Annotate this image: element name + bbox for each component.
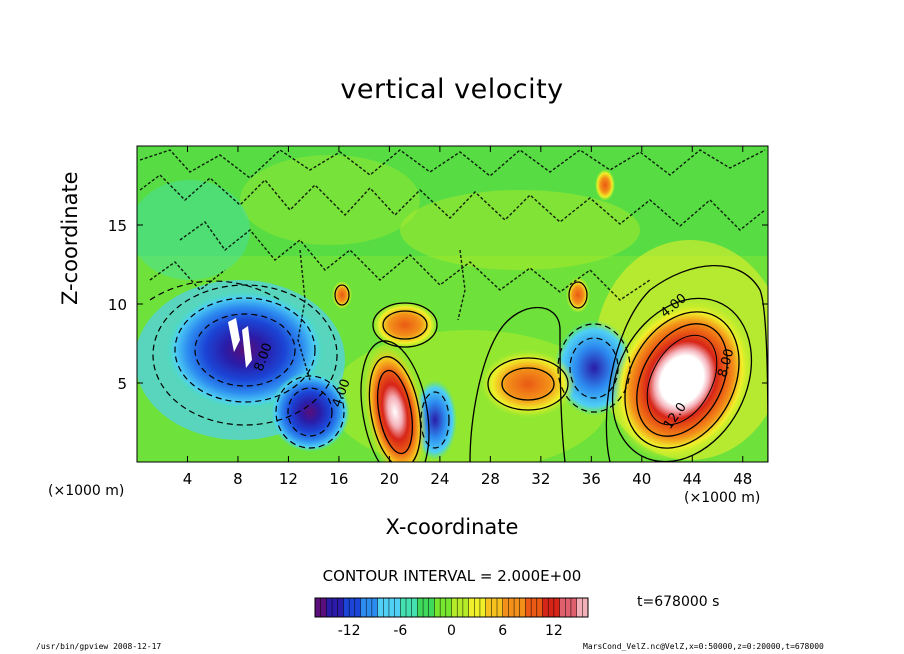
colorbar-swatch xyxy=(491,598,498,617)
colorbar-tick-label: 12 xyxy=(545,623,563,639)
y-axis-label: Z-coordinate xyxy=(58,171,82,305)
y-tick-label: 10 xyxy=(108,296,127,314)
colorbar-swatch xyxy=(497,598,504,617)
colorbar-swatch xyxy=(388,598,396,617)
colorbar: -12 -6 0 6 12 xyxy=(314,597,589,639)
colorbar-swatch xyxy=(366,598,373,617)
colorbar-swatch xyxy=(411,598,418,617)
colorbar-swatch xyxy=(485,598,492,617)
y-tick-label: 5 xyxy=(117,375,127,393)
x-tick-label: 44 xyxy=(683,470,702,488)
colorbar-swatch xyxy=(349,598,356,617)
colorbar-swatch xyxy=(360,598,367,617)
colorbar-swatch xyxy=(371,598,379,617)
colorbar-swatch xyxy=(462,598,470,617)
colorbar-swatch xyxy=(582,598,589,617)
x-tick-label: 12 xyxy=(279,470,298,488)
y-tick-label: 15 xyxy=(108,217,127,235)
contour-interval-label: CONTOUR INTERVAL = 2.000E+00 xyxy=(322,567,582,585)
colorbar-swatch xyxy=(536,598,543,617)
colorbar-swatch xyxy=(343,598,350,617)
colorbar-swatch xyxy=(468,598,475,617)
x-tick-label: 40 xyxy=(632,470,651,488)
colorbar-swatch xyxy=(354,598,361,617)
x-unit-label-right: (×1000 m) xyxy=(684,490,761,506)
colorbar-swatch xyxy=(474,598,481,617)
colorbar-swatch xyxy=(548,598,555,617)
colorbar-swatch xyxy=(553,598,561,617)
colorbar-swatch xyxy=(542,598,549,617)
time-label: t=678000 s xyxy=(637,594,720,610)
x-axis-label: X-coordinate xyxy=(385,515,519,539)
colorbar-swatch xyxy=(565,598,572,617)
colorbar-frame xyxy=(314,597,589,618)
colorbar-swatch xyxy=(428,598,435,617)
colorbar-tick-label: 6 xyxy=(498,623,507,639)
colorbar-swatch xyxy=(394,598,401,617)
chart-title: vertical velocity xyxy=(340,74,564,105)
contour-label: 8.00 xyxy=(715,347,737,379)
colorbar-swatch xyxy=(514,598,521,617)
x-tick-label: 4 xyxy=(183,470,193,488)
colorbar-swatch xyxy=(502,598,509,617)
colorbar-swatch xyxy=(576,598,583,617)
colorbar-swatch xyxy=(525,598,532,617)
colorbar-swatch xyxy=(570,598,578,617)
colorbar-swatch xyxy=(559,598,566,617)
colorbar-swatch xyxy=(377,598,384,617)
colorbar-swatch xyxy=(479,598,487,617)
colorbar-tick-label: 0 xyxy=(447,623,456,639)
colorbar-swatch xyxy=(417,598,424,617)
x-tick-label: 20 xyxy=(380,470,399,488)
colorbar-swatch xyxy=(337,598,344,617)
colorbar-tick-label: -6 xyxy=(393,623,407,639)
colorbar-swatch xyxy=(440,598,447,617)
x-tick-label: 24 xyxy=(430,470,449,488)
colorbar-swatch xyxy=(434,598,441,617)
colorbar-swatch xyxy=(320,598,327,617)
x-tick-label: 36 xyxy=(582,470,601,488)
colorbar-swatch xyxy=(457,598,464,617)
x-tick-label: 48 xyxy=(733,470,752,488)
x-tick-label: 8 xyxy=(233,470,243,488)
colorbar-swatch xyxy=(315,598,322,617)
colorbar-swatch xyxy=(508,598,515,617)
footer-left: /usr/bin/gpview 2008-12-17 xyxy=(36,642,162,651)
x-tick-label: 16 xyxy=(329,470,348,488)
colorbar-swatch xyxy=(332,598,339,617)
colorbar-swatch xyxy=(531,598,538,617)
footer-right: MarsCond_VelZ.nc@VelZ,x=0:50000,z=0:2000… xyxy=(583,642,824,651)
colorbar-swatch xyxy=(406,598,413,617)
x-tick-label: 32 xyxy=(531,470,550,488)
x-tick-label: 28 xyxy=(481,470,500,488)
colorbar-swatch xyxy=(519,598,526,617)
x-unit-label-left: (×1000 m) xyxy=(48,483,125,499)
colorbar-swatch xyxy=(400,598,407,617)
colorbar-swatch xyxy=(445,598,452,617)
contour-field xyxy=(137,146,768,462)
colorbar-swatch xyxy=(451,598,458,617)
colorbar-swatch xyxy=(423,598,430,617)
colorbar-tick-label: -12 xyxy=(338,623,361,639)
colorbar-swatch xyxy=(326,598,333,617)
colorbar-swatch xyxy=(383,598,390,617)
